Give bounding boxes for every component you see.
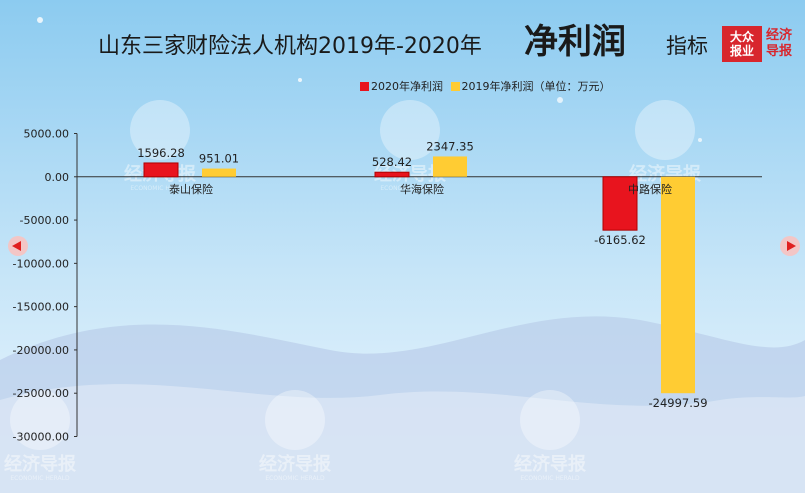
- watermark-subtext: ECONOMIC HERALD: [265, 475, 325, 482]
- legend-swatch-2019: [450, 82, 460, 91]
- watermark-emblem-icon: [10, 390, 70, 450]
- page-title: 山东三家财险法人机构2019年-2020年: [98, 34, 482, 59]
- y-tick-label: -30000.00: [13, 431, 69, 444]
- logo-side-line-1: 经济: [766, 28, 793, 43]
- watermark-text: 经济导报: [4, 453, 76, 475]
- watermark-emblem-icon: [265, 390, 325, 450]
- watermark-emblem-icon: [130, 100, 190, 160]
- legend-item-2020: 2020年净利润: [360, 80, 443, 93]
- watermark-emblem-icon: [635, 100, 695, 160]
- category-label: 中路保险: [628, 182, 672, 196]
- next-arrow-icon[interactable]: [780, 236, 800, 256]
- previous-arrow-icon[interactable]: [8, 236, 28, 256]
- bar-2019: [661, 176, 695, 394]
- y-tick-label: -20000.00: [13, 344, 69, 357]
- watermark-text: 经济导报: [514, 453, 586, 475]
- data-label: 1596.28: [137, 146, 185, 160]
- y-tick-label: 0.00: [45, 171, 70, 184]
- y-tick-label: -15000.00: [13, 301, 69, 314]
- y-tick-label: -10000.00: [13, 257, 69, 270]
- category-label: 泰山保险: [169, 182, 213, 196]
- category-label: 华海保险: [400, 182, 444, 196]
- watermark-emblem-icon: [380, 100, 440, 160]
- y-tick-label: -25000.00: [13, 387, 69, 400]
- title-bar: 山东三家财险法人机构2019年-2020年 净利润 指标 大众 报业 经济 导报: [0, 8, 805, 62]
- bar-2019: [202, 168, 236, 177]
- watermark-text: 经济导报: [259, 453, 331, 475]
- data-label: 2347.35: [426, 139, 474, 153]
- data-label: -6165.62: [594, 233, 646, 247]
- logo-line-1: 大众: [729, 30, 754, 44]
- watermark-subtext: ECONOMIC HERALD: [380, 185, 440, 192]
- legend-unit-note: （单位：万元）: [533, 80, 611, 93]
- data-label: 528.42: [372, 155, 412, 169]
- data-label: 951.01: [199, 152, 239, 166]
- watermark-subtext: ECONOMIC HERALD: [520, 475, 580, 482]
- watermark-subtext: ECONOMIC HERALD: [10, 475, 70, 482]
- bar-2020: [374, 171, 410, 178]
- bar-2020: [143, 162, 179, 178]
- legend-item-2019: 2019年净利润（单位：万元）: [450, 80, 611, 93]
- watermark-text: 经济导报: [374, 163, 446, 185]
- economic-herald-logo: 经济 导报: [766, 28, 800, 60]
- dazhong-logo: 大众 报业: [722, 26, 762, 62]
- watermark-emblem-icon: [520, 390, 580, 450]
- data-label: -24997.59: [648, 396, 707, 410]
- watermark-subtext: ECONOMIC HERALD: [130, 185, 190, 192]
- y-tick-label: 5000.00: [24, 128, 70, 141]
- legend-swatch-2020: [360, 82, 369, 91]
- bar-2019: [433, 156, 467, 177]
- chart-legend: 2020年净利润 2019年净利润（单位：万元）: [360, 78, 615, 94]
- y-tick-label: -5000.00: [20, 214, 69, 227]
- logo-line-2: 报业: [729, 44, 754, 58]
- legend-label-2020: 2020年净利润: [371, 80, 443, 93]
- bar-2020: [602, 176, 638, 231]
- page-title-highlight: 净利润: [524, 22, 626, 62]
- legend-label-2019: 2019年净利润: [461, 80, 534, 93]
- page-title-tail: 指标: [666, 34, 708, 58]
- logo-side-line-2: 导报: [766, 44, 793, 59]
